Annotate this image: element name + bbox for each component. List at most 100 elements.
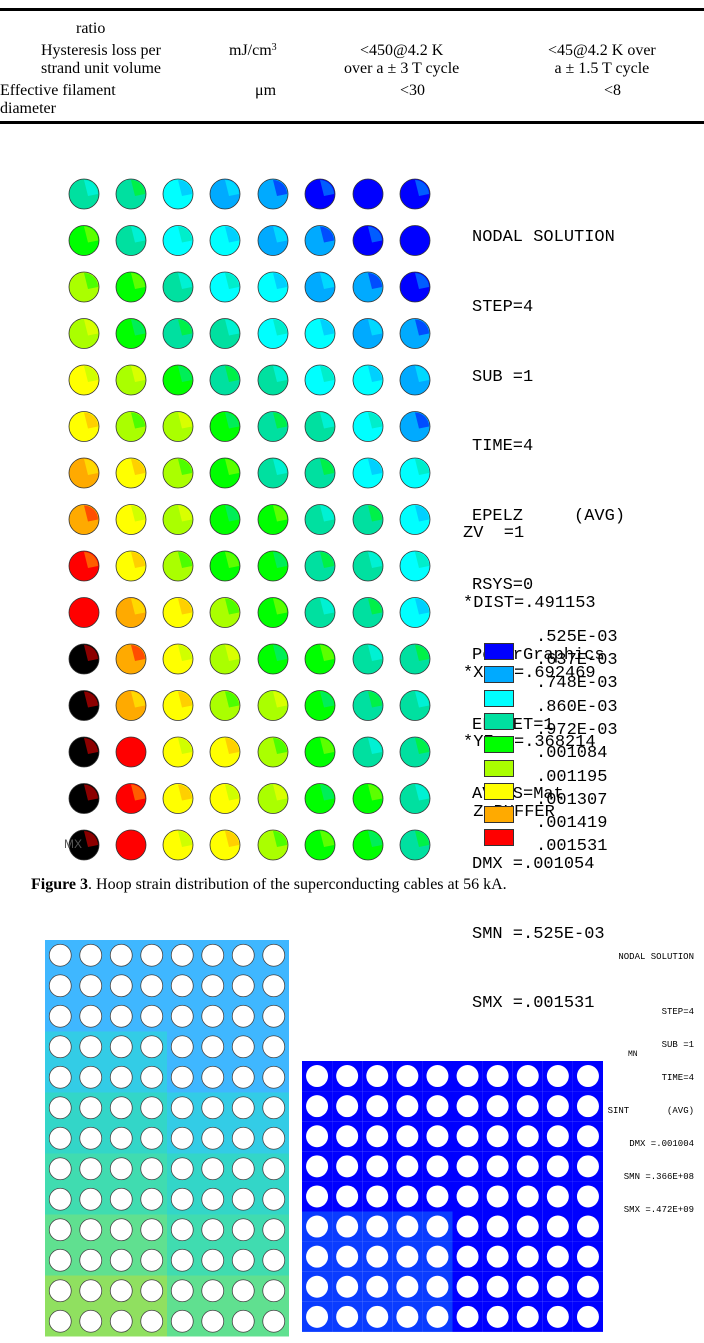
- strand-hole: [109, 1096, 133, 1120]
- strand-dot-patch: [178, 273, 192, 289]
- view-line: ZV =1: [463, 524, 525, 544]
- strand-hole: [426, 1065, 449, 1088]
- strand-hole: [396, 1065, 419, 1088]
- strand-hole: [516, 1245, 539, 1268]
- legend-label: .972E-03: [536, 720, 618, 740]
- strand-hole: [516, 1185, 539, 1208]
- strand-hole: [140, 1309, 164, 1333]
- strand-hole: [546, 1125, 569, 1148]
- strand-hole: [426, 1215, 449, 1238]
- strand-dot-patch: [415, 226, 429, 243]
- legend-swatch: [484, 689, 514, 707]
- strand-hole: [516, 1275, 539, 1298]
- strand-hole: [170, 1279, 194, 1303]
- table-value-filament-2: <8: [604, 82, 622, 99]
- strand-hole: [48, 1309, 72, 1333]
- annotation-line: TIME=4: [472, 437, 534, 457]
- strand-hole: [170, 1218, 194, 1242]
- legend-label: .001084: [536, 744, 608, 764]
- strand-hole: [79, 1126, 103, 1150]
- strand-hole: [79, 1157, 103, 1181]
- strand-hole: [456, 1185, 479, 1208]
- strand-dot-patch: [225, 784, 239, 801]
- strand-hole: [336, 1245, 359, 1268]
- legend-label: .748E-03: [536, 674, 618, 694]
- strand-hole: [576, 1215, 599, 1238]
- strand-hole: [231, 1279, 255, 1303]
- legend-swatch: [484, 666, 514, 684]
- strand-hole: [486, 1185, 509, 1208]
- annotation-line: SUB =1: [661, 1040, 694, 1050]
- strand-hole: [486, 1125, 509, 1148]
- strand-dot-patch: [84, 738, 98, 754]
- strand-hole: [576, 1125, 599, 1148]
- annotation-line: SMN =.525E-03: [472, 924, 605, 944]
- strand-hole: [262, 1309, 286, 1333]
- strand-hole: [456, 1215, 479, 1238]
- strand-hole: [262, 1187, 286, 1211]
- strand-dot-patch: [84, 226, 98, 243]
- strand-dot-patch: [131, 738, 145, 754]
- strand-dot-patch: [131, 412, 145, 429]
- strand-dot-patch: [273, 831, 287, 847]
- strand-hole: [109, 1004, 133, 1028]
- strand-hole: [306, 1185, 329, 1208]
- strand-hole: [48, 1279, 72, 1303]
- strand-hole: [201, 1126, 225, 1150]
- strand-hole: [140, 1157, 164, 1181]
- strand-dot-patch: [273, 459, 287, 475]
- strand-hole: [201, 1065, 225, 1089]
- strand-dot-patch: [415, 784, 429, 801]
- strand-hole: [516, 1125, 539, 1148]
- strand-hole: [48, 1248, 72, 1272]
- strand-dot-patch: [84, 180, 98, 196]
- strand-dot-patch: [84, 505, 98, 522]
- annotation-line: TIME=4: [661, 1073, 694, 1083]
- strand-hole: [170, 974, 194, 998]
- strand-hole: [201, 1187, 225, 1211]
- strand-hole: [140, 1004, 164, 1028]
- strand-hole: [486, 1245, 509, 1268]
- strand-dot-patch: [178, 831, 192, 847]
- strand-hole: [262, 1279, 286, 1303]
- strand-dot-patch: [368, 831, 382, 847]
- strand-dot-patch: [368, 412, 382, 429]
- strand-hole: [79, 1065, 103, 1089]
- strand-hole: [170, 1035, 194, 1059]
- strand-hole: [109, 1248, 133, 1272]
- strand-hole: [516, 1095, 539, 1118]
- strand-hole: [336, 1125, 359, 1148]
- strand-dot-patch: [178, 412, 192, 429]
- strand-hole: [262, 1065, 286, 1089]
- strand-dot-patch: [225, 412, 239, 429]
- strand-hole: [79, 1187, 103, 1211]
- strand-dot-patch: [225, 645, 239, 661]
- legend-swatch: [484, 759, 514, 777]
- strand-hole: [109, 1065, 133, 1089]
- table-param-hysteresis: Hysteresis loss per strand unit volume: [41, 42, 161, 77]
- strand-dot-patch: [415, 180, 429, 196]
- strand-dot-patch: [320, 784, 334, 801]
- strand-hole: [366, 1125, 389, 1148]
- strand-hole: [396, 1095, 419, 1118]
- strand-dot-patch: [320, 831, 334, 847]
- strand-dot-patch: [178, 366, 192, 382]
- strand-hole: [201, 1035, 225, 1059]
- strand-hole: [306, 1095, 329, 1118]
- strand-hole: [576, 1305, 599, 1328]
- strand-hole: [79, 1004, 103, 1028]
- strand-hole: [366, 1245, 389, 1268]
- legend-top-label: .525E-03: [536, 628, 618, 647]
- strand-dot-patch: [84, 412, 98, 429]
- strand-hole: [546, 1215, 569, 1238]
- figure-3-caption: Figure 3. Hoop strain distribution of th…: [31, 875, 507, 895]
- strand-dot-patch: [178, 459, 192, 475]
- strand-hole: [231, 974, 255, 998]
- strand-hole: [456, 1275, 479, 1298]
- strand-hole: [336, 1305, 359, 1328]
- table-value-hysteresis-1: <450@4.2 K over a ± 3 T cycle: [344, 42, 460, 77]
- strand-dot-patch: [368, 459, 382, 475]
- strand-hole: [486, 1095, 509, 1118]
- strand-dot-patch: [178, 180, 192, 196]
